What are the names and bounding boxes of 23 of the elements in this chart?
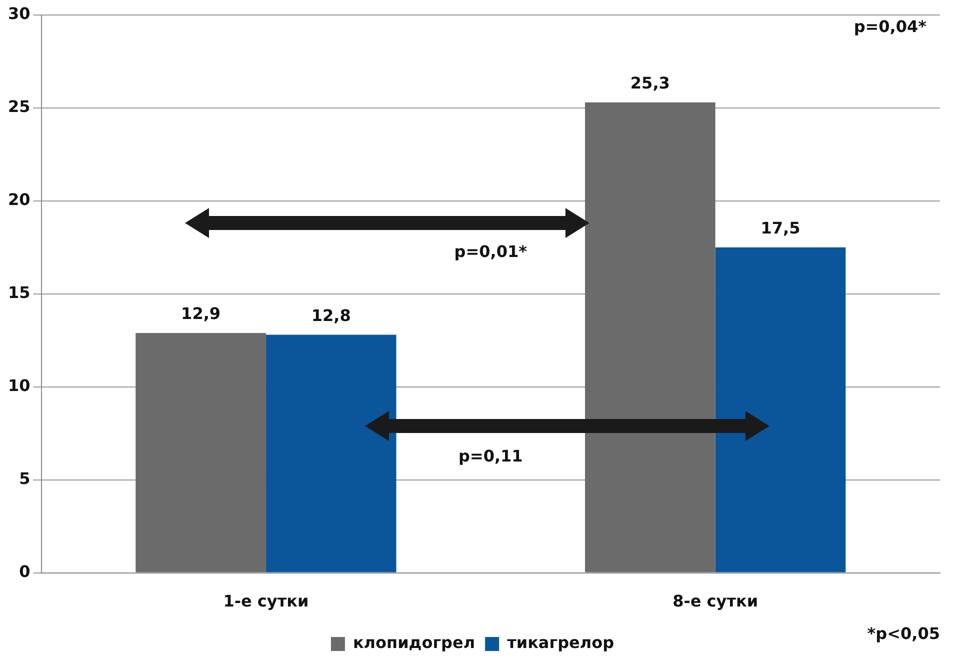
y-tick-label: 10 bbox=[8, 376, 30, 396]
data-label: 17,5 bbox=[760, 218, 800, 238]
annotation: p=0,01* bbox=[454, 242, 528, 262]
annotation: p=0,04* bbox=[854, 17, 928, 36]
x-tick-label: 1-е сутки bbox=[223, 592, 309, 611]
data-label: 12,8 bbox=[311, 306, 351, 325]
y-tick-label: 15 bbox=[8, 283, 30, 302]
bar bbox=[585, 102, 716, 572]
y-tick-label: 0 bbox=[19, 562, 30, 581]
legend-label: тикагрелор bbox=[507, 633, 614, 652]
text: *p<0,05 bbox=[867, 624, 940, 644]
y-tick-label: 30 bbox=[8, 4, 30, 24]
bar bbox=[715, 247, 846, 572]
x-tick-label: 8-е сутки bbox=[672, 592, 758, 611]
legend-label: клопидогрел bbox=[352, 633, 476, 652]
bar bbox=[136, 332, 266, 572]
y-tick-label: 20 bbox=[8, 190, 30, 210]
y-tick-label: 5 bbox=[19, 468, 30, 488]
bar bbox=[266, 334, 396, 572]
data-label: 12,9 bbox=[181, 304, 221, 324]
y-tick-label: 25 bbox=[8, 97, 30, 116]
data-label: 25,3 bbox=[630, 74, 670, 93]
annotation: p=0,11 bbox=[458, 446, 523, 466]
